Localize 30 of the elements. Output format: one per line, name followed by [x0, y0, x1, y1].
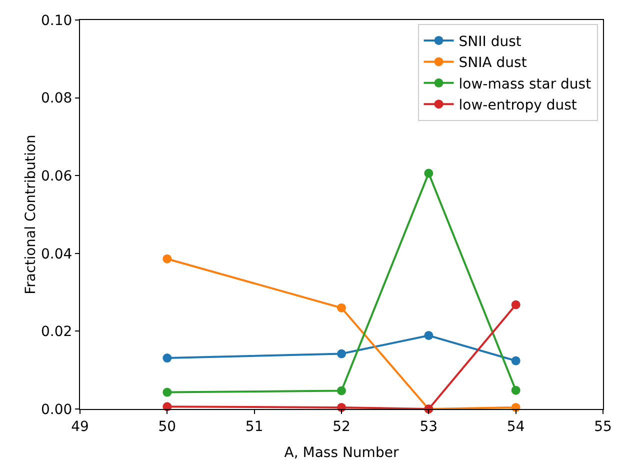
point — [511, 356, 520, 366]
point — [337, 303, 346, 312]
y-tick-label: 0.00 — [41, 402, 72, 418]
legend-label: SNII dust — [458, 34, 522, 50]
x-axis-title: A, Mass Number — [284, 445, 399, 461]
point — [162, 388, 172, 397]
legend-label: low-entropy dust — [458, 98, 578, 114]
point — [337, 386, 346, 396]
point — [511, 300, 520, 310]
y-tick-label: 0.10 — [41, 12, 72, 29]
point — [511, 386, 520, 395]
legend-label: SNIA dust — [458, 55, 528, 72]
y-tick-label: 0.02 — [41, 324, 72, 340]
legend-label: low-mass star dust — [458, 76, 592, 92]
x-tick-label: 55 — [594, 418, 612, 435]
y-tick-label: 0.06 — [41, 168, 72, 184]
x-tick-label: 50 — [158, 418, 176, 435]
point — [424, 168, 434, 178]
x-tick-label: 51 — [245, 418, 264, 435]
x-tick-label: 53 — [420, 418, 438, 435]
x-tick-label: 49 — [71, 418, 89, 435]
x-tick-label: 52 — [332, 418, 350, 435]
point — [162, 254, 172, 264]
y-tick-label: 0.08 — [41, 90, 72, 107]
point — [162, 354, 172, 363]
point — [424, 330, 434, 340]
y-axis-title: Fractional Contribution — [23, 134, 40, 294]
y-tick-label: 0.04 — [41, 246, 72, 262]
x-tick-label: 54 — [506, 418, 525, 435]
point — [337, 349, 346, 358]
